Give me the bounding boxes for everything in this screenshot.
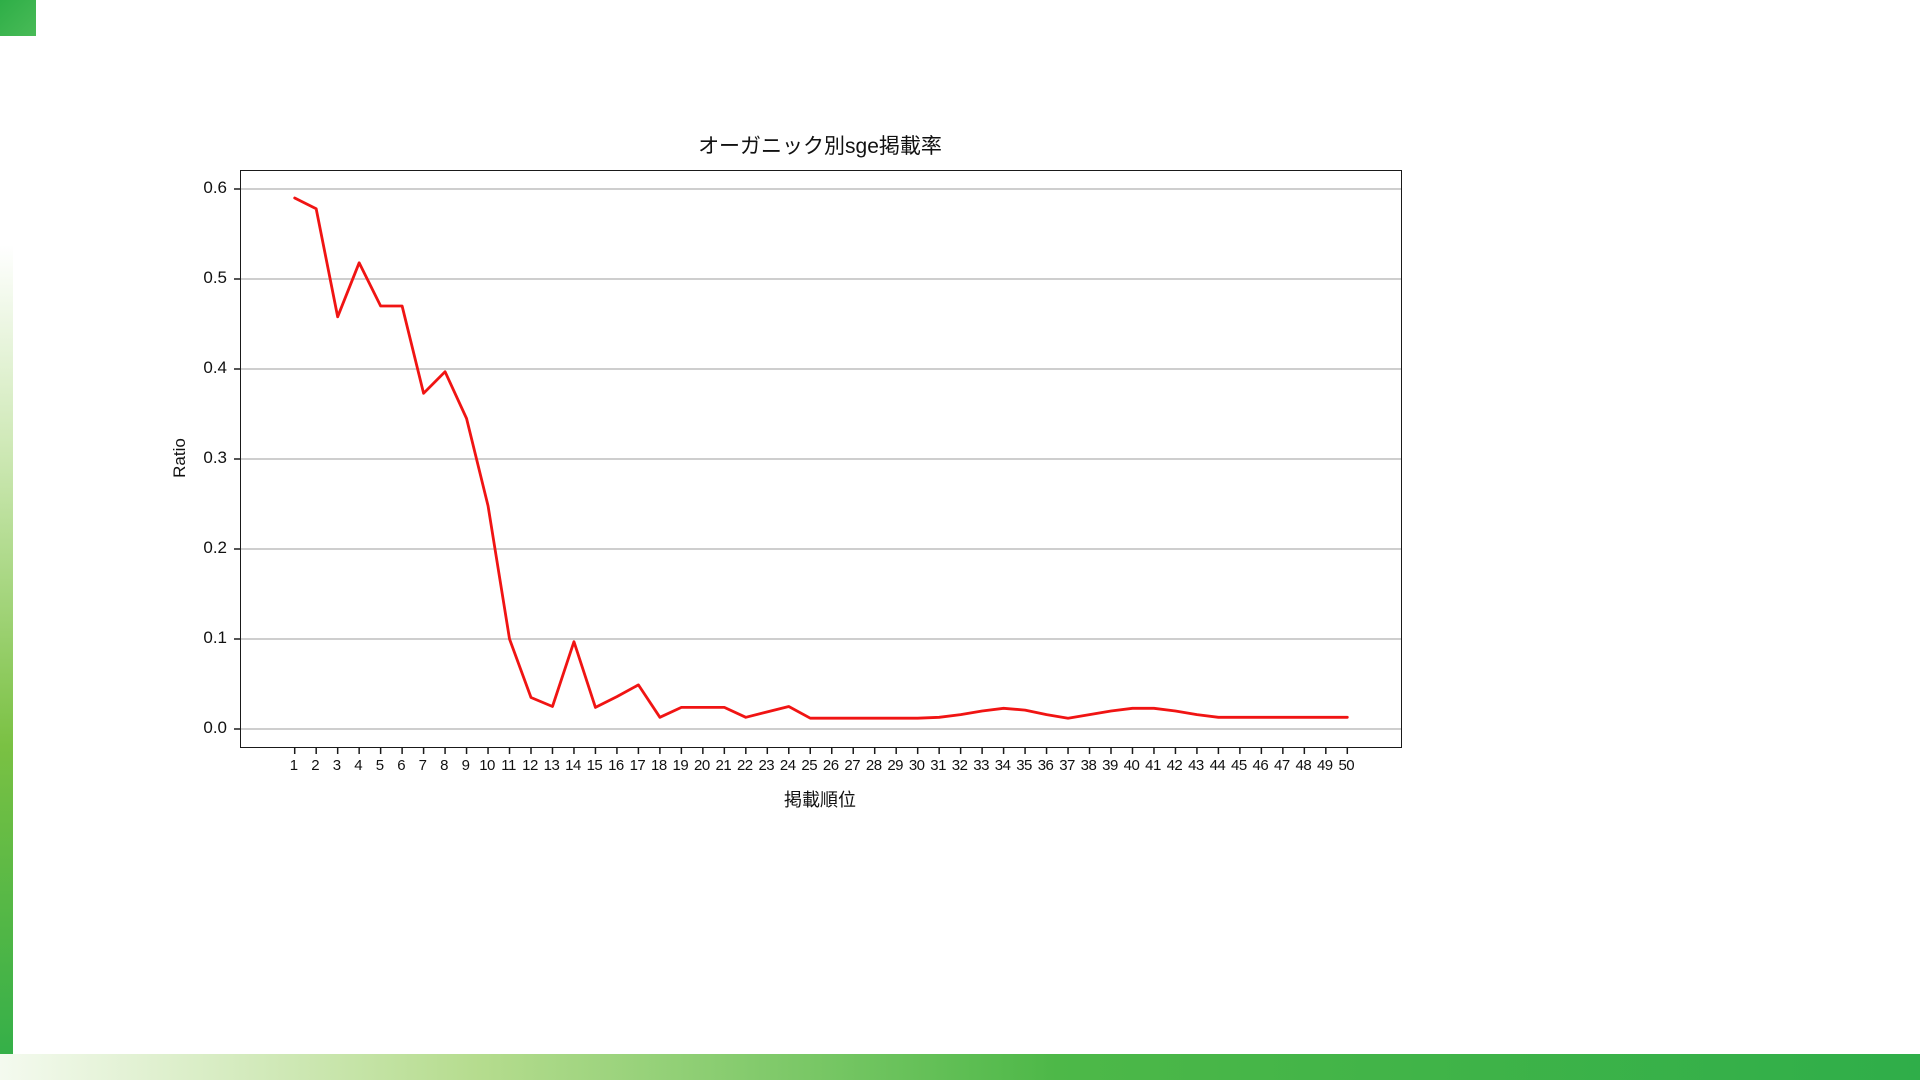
x-tick-label: 47	[1274, 757, 1290, 774]
x-tick-label: 37	[1059, 757, 1075, 774]
x-tick-label: 2	[311, 757, 320, 774]
x-tick-label: 38	[1080, 757, 1097, 774]
x-tick-label: 45	[1231, 757, 1247, 774]
x-tick-label: 35	[1016, 757, 1032, 774]
line-chart-svg	[234, 188, 1401, 754]
x-tick-label: 19	[672, 757, 689, 774]
x-tick-label: 30	[908, 757, 925, 774]
x-tick-label: 12	[522, 757, 538, 774]
x-tick-label: 16	[608, 757, 624, 774]
x-tick-label: 6	[397, 757, 406, 774]
plot-area	[234, 170, 1402, 754]
x-tick-label: 26	[822, 757, 839, 774]
x-tick-label: 48	[1295, 757, 1312, 774]
x-tick-label: 13	[543, 757, 560, 774]
x-tick-label: 43	[1188, 757, 1204, 774]
green-bottom-gradient	[0, 1054, 1920, 1080]
x-tick-label: 27	[844, 757, 861, 774]
x-tick-label: 42	[1166, 757, 1183, 774]
y-tick-label: 0.3	[203, 448, 227, 467]
x-tick-label: 34	[994, 757, 1011, 774]
x-tick-label: 10	[479, 757, 495, 774]
x-tick-label: 9	[461, 757, 470, 774]
x-tick-label: 8	[440, 757, 448, 774]
y-axis-label: Ratio	[170, 438, 189, 478]
x-tick-label: 11	[501, 757, 516, 774]
x-tick-label: 17	[629, 757, 646, 774]
x-tick-label: 39	[1102, 757, 1118, 774]
chart-figure: オーガニック別sge掲載率 Ratio 掲載順位 0.0 0.1 0.2 0.3 0.4…	[150, 118, 1450, 828]
x-tick-label: 40	[1123, 757, 1140, 774]
x-tick-label: 23	[758, 757, 775, 774]
x-tick-label: 5	[375, 757, 384, 774]
y-tick-label: 0.2	[203, 538, 227, 557]
y-tick-label: 0.4	[203, 358, 227, 377]
y-tick-label: 0.6	[203, 178, 227, 197]
x-tick-label: 46	[1252, 757, 1269, 774]
x-tick-label: 29	[887, 757, 904, 774]
x-tick-label: 18	[651, 757, 667, 774]
green-left-gradient	[0, 245, 13, 1080]
x-tick-label: 33	[973, 757, 989, 774]
x-tick-label: 44	[1209, 757, 1226, 774]
x-tick-label: 50	[1338, 757, 1355, 774]
x-tick-label: 15	[586, 757, 603, 774]
y-tick-label: 0.5	[203, 268, 227, 287]
green-corner-accent	[0, 0, 36, 36]
y-tick-label: 0.1	[203, 628, 227, 647]
x-tick-label: 20	[694, 757, 710, 774]
x-tick-label: 3	[332, 757, 341, 774]
x-tick-label: 14	[565, 757, 581, 774]
x-tick-label: 28	[865, 757, 882, 774]
x-tick-label: 4	[354, 757, 363, 774]
x-tick-label: 24	[779, 757, 796, 774]
x-tick-label: 22	[736, 757, 753, 774]
x-tick-label: 36	[1037, 757, 1054, 774]
x-tick-label: 32	[951, 757, 968, 774]
y-tick-label: 0.0	[203, 718, 227, 737]
x-tick-label: 1	[289, 757, 298, 774]
x-tick-label: 21	[715, 757, 732, 774]
x-tick-label: 31	[930, 757, 946, 774]
chart-title: オーガニック別sge掲載率	[698, 135, 942, 158]
x-tick-label: 41	[1145, 757, 1161, 774]
x-tick-label: 25	[801, 757, 818, 774]
x-tick-label: 49	[1316, 757, 1333, 774]
x-tick-label: 7	[418, 757, 427, 774]
x-axis-label: 掲載順位	[784, 790, 856, 810]
